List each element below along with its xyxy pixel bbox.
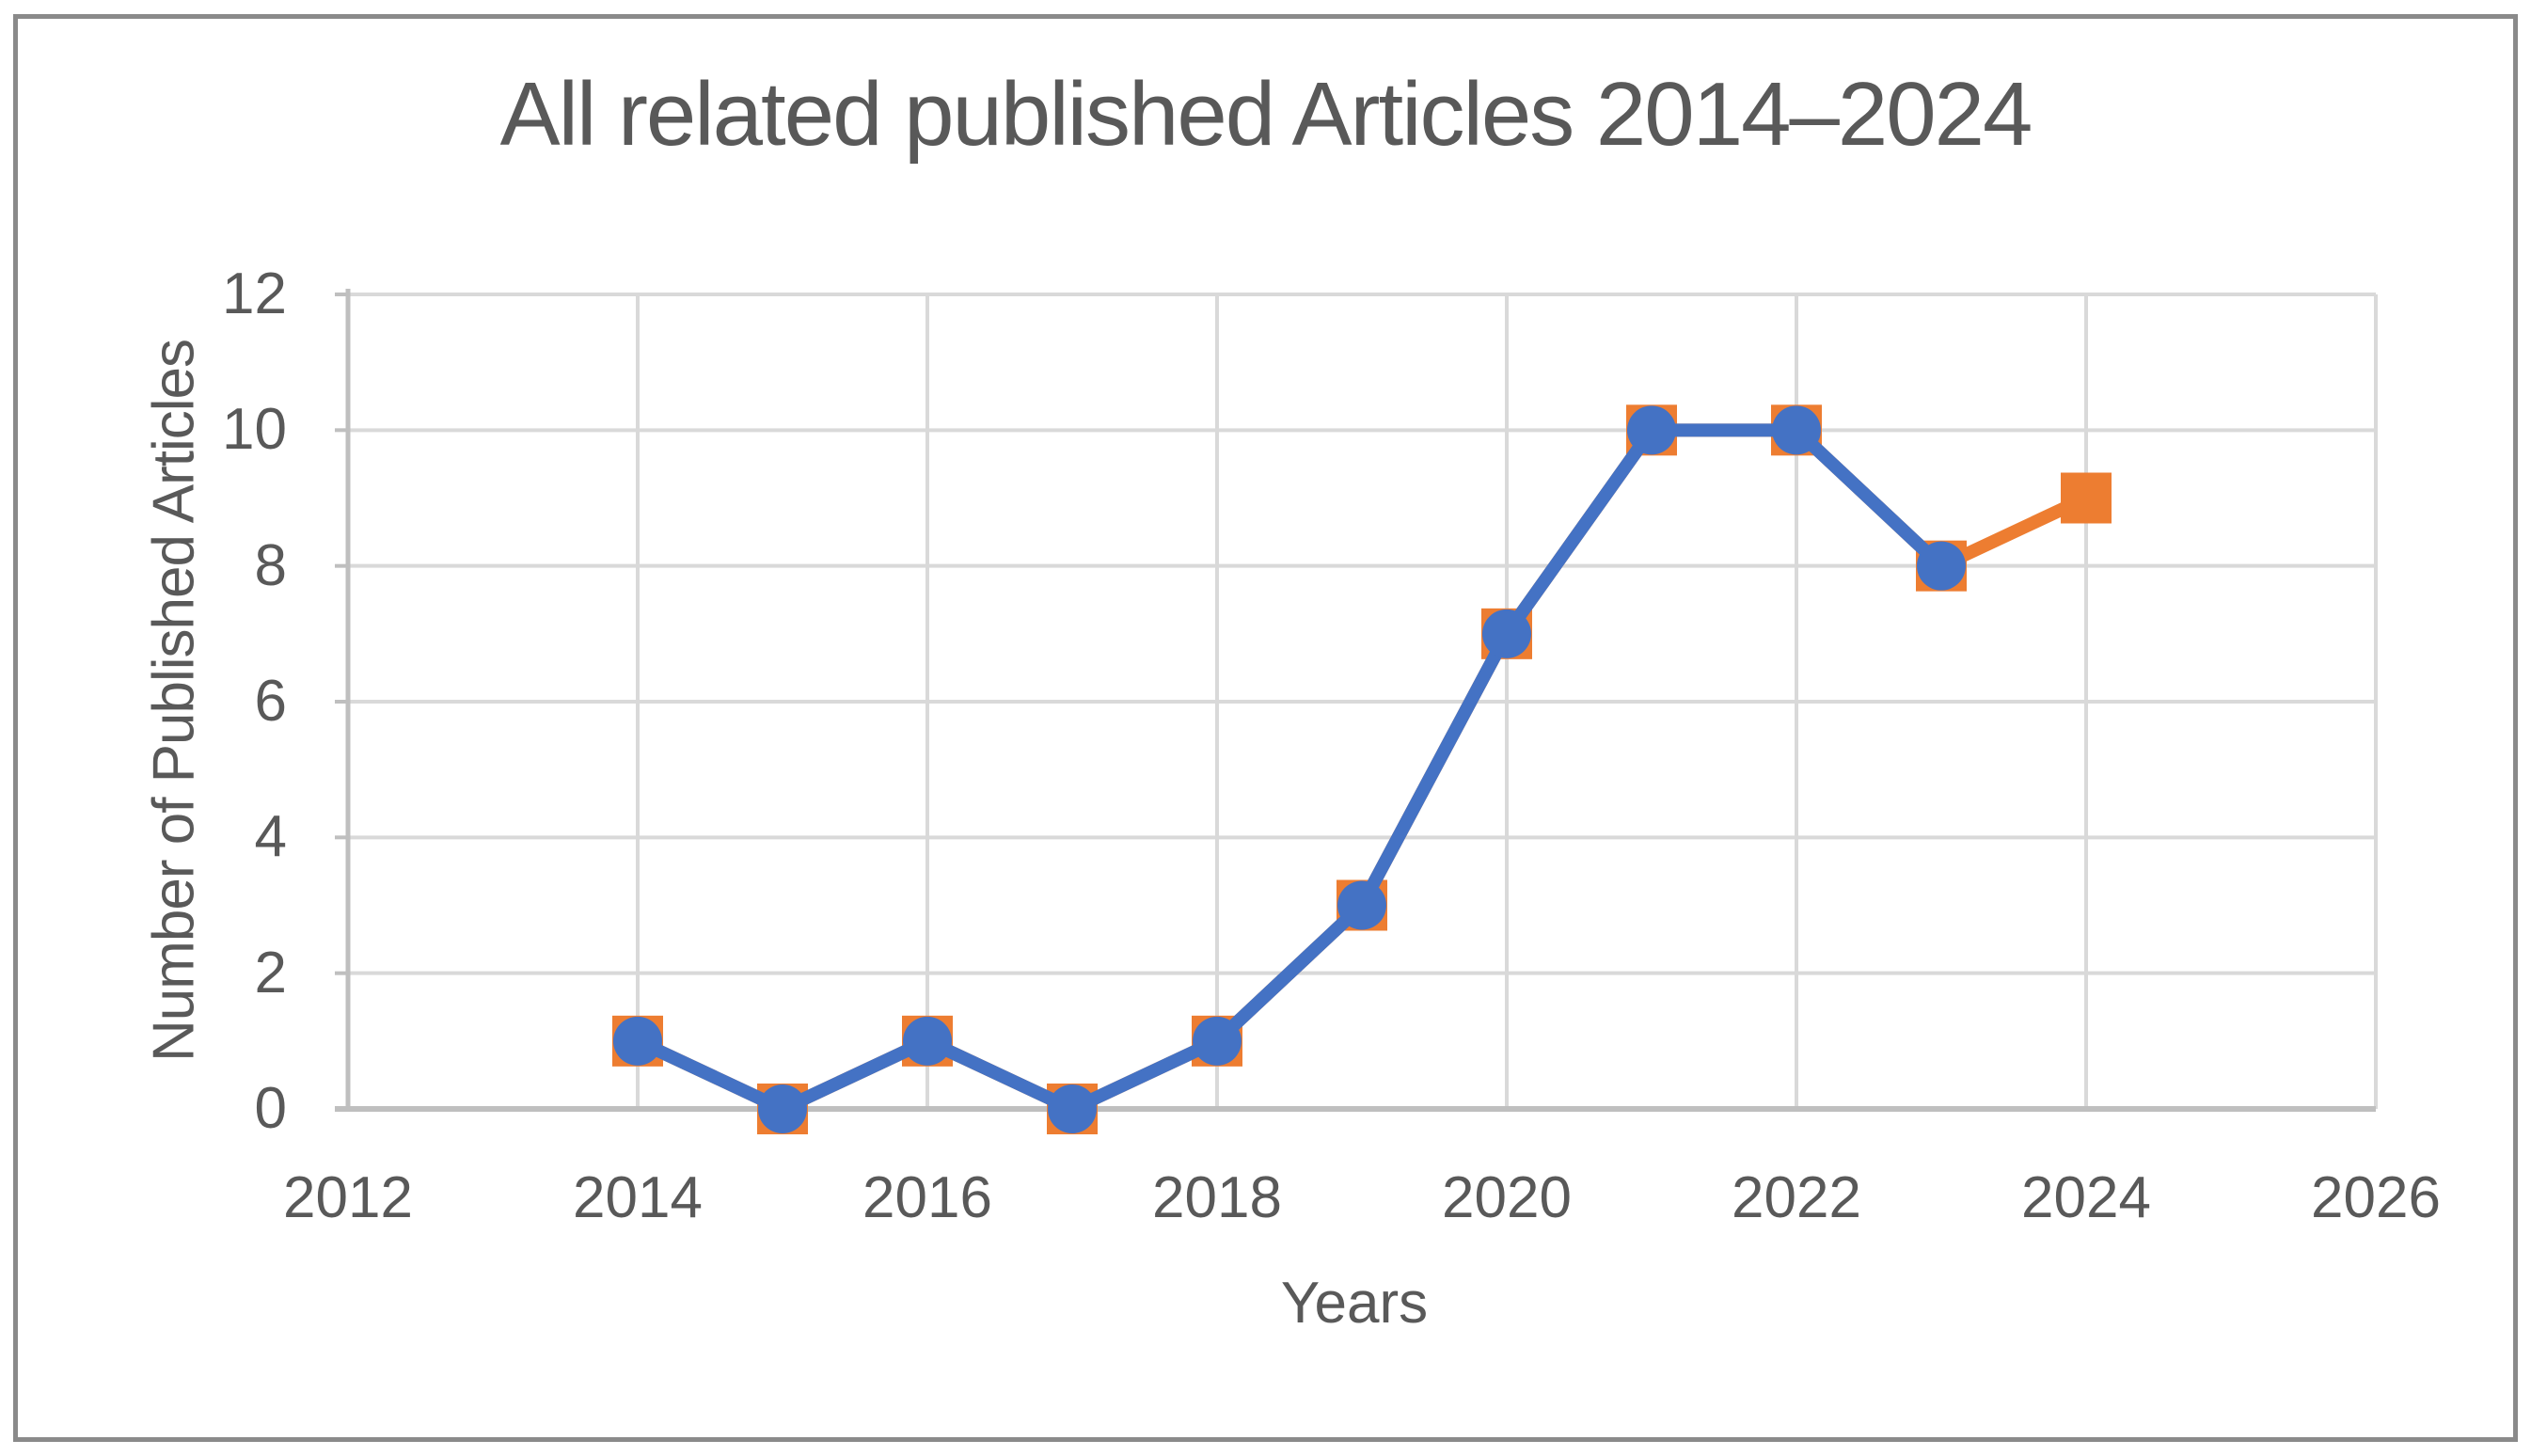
- blue-circle-series-marker: [758, 1084, 807, 1133]
- y-tick-label: 0: [254, 1076, 287, 1141]
- x-tick-label: 2026: [2311, 1165, 2441, 1230]
- orange-square-series-marker: [2061, 472, 2112, 524]
- x-tick-label: 2018: [1152, 1165, 1282, 1230]
- blue-circle-series-line: [631, 423, 1948, 1116]
- chart-border-frame: [13, 14, 2518, 1442]
- blue-circle-series-marker: [613, 1016, 662, 1066]
- y-tick-label: 2: [254, 940, 287, 1005]
- orange-square-series-line: [631, 423, 2093, 1116]
- blue-circle-series-marker: [1482, 609, 1531, 658]
- blue-circle-series-marker: [1772, 405, 1821, 455]
- y-tick-label: 6: [254, 669, 287, 734]
- blue-circle-series-marker: [1627, 405, 1676, 455]
- y-tick-label: 12: [222, 261, 287, 326]
- y-tick-label: 4: [254, 804, 287, 870]
- x-tick-label: 2022: [1732, 1165, 1861, 1230]
- blue-circle-series-marker: [903, 1016, 952, 1066]
- chart-title: All related published Articles 2014–2024: [499, 64, 2033, 165]
- x-axis-title: Years: [1280, 1271, 1429, 1336]
- blue-circle-series-marker: [1193, 1016, 1242, 1066]
- blue-circle-series-marker: [1917, 541, 1966, 591]
- x-tick-label: 2020: [1442, 1165, 1572, 1230]
- y-tick-label: 10: [222, 397, 287, 463]
- x-tick-label: 2012: [283, 1165, 413, 1230]
- blue-circle-series-marker: [1337, 880, 1386, 930]
- y-tick-label: 8: [254, 532, 287, 598]
- x-tick-label: 2014: [573, 1165, 703, 1230]
- blue-circle-series-marker: [1048, 1084, 1097, 1133]
- x-tick-label: 2024: [2021, 1165, 2151, 1230]
- x-tick-label: 2016: [862, 1165, 992, 1230]
